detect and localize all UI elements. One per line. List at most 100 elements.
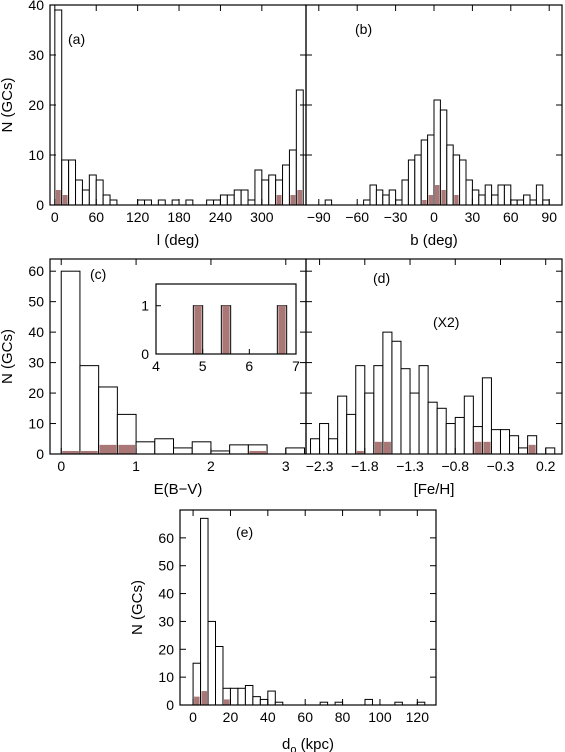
histogram-bar	[373, 365, 384, 455]
histogram-highlight-bar	[194, 696, 200, 705]
histogram-bar	[268, 174, 277, 206]
histogram-highlight-bar	[383, 441, 391, 454]
x-tick-label: 60	[88, 209, 104, 225]
x-tick-label: 100	[368, 709, 392, 725]
panel-label: (b)	[355, 21, 372, 37]
inset-x-tick-label: 6	[245, 358, 253, 374]
histogram-bar	[471, 189, 480, 206]
y-axis-label: N (GCs)	[0, 78, 16, 133]
histogram-bar	[95, 179, 104, 206]
inset-highlight-bar	[278, 305, 286, 354]
histogram-bar	[109, 199, 118, 206]
histogram-bar	[244, 685, 254, 706]
x-tick-label: −2.3	[306, 458, 334, 474]
plot-frame	[305, 258, 563, 455]
histogram-highlight-bar	[249, 450, 267, 454]
histogram-bar	[237, 687, 246, 706]
y-tick-label: 0	[166, 697, 174, 713]
histogram-highlight-bar	[223, 699, 230, 705]
histogram-bar	[233, 189, 242, 206]
histogram-bar	[219, 194, 228, 206]
panel-e: 0 20 40 60 80 100 120 0 10 20 30 40 50 60 (e) do (kpc) N…	[129, 509, 437, 752]
y-axis-label: N (GCs)	[129, 580, 146, 635]
histogram-highlight-bar	[454, 195, 459, 205]
histogram-bar	[213, 199, 221, 206]
panel-label: (e)	[236, 524, 253, 540]
y-tick-label: 20	[158, 641, 174, 657]
histogram-bar	[60, 270, 81, 455]
histogram-bar	[191, 441, 212, 455]
histogram-bar	[54, 9, 63, 206]
histogram-bar	[282, 164, 290, 206]
y-tick-label: 10	[28, 416, 44, 432]
y-tick-label: 40	[158, 586, 174, 602]
y-tick-label: 30	[158, 613, 174, 629]
histogram-bar	[465, 179, 473, 206]
histogram-bar	[295, 89, 304, 206]
histogram-highlight-bar	[528, 444, 536, 454]
histogram-bar	[207, 620, 217, 706]
histogram-highlight-bar	[276, 195, 282, 205]
histogram-highlight-bar	[428, 195, 433, 205]
histogram-bar	[529, 199, 537, 206]
panel-annotation: (X2)	[433, 314, 459, 330]
histogram-bar	[319, 423, 330, 455]
histogram-bar	[510, 199, 518, 206]
histogram-bar	[154, 438, 175, 455]
histogram-bar	[254, 169, 263, 206]
inset-frame	[155, 283, 297, 355]
x-tick-label: −30	[384, 209, 408, 225]
histogram-highlight-bar	[483, 441, 491, 454]
x-axis-label: do (kpc)	[282, 736, 334, 752]
inset-plot: 4 5 6 7 0 1	[141, 283, 300, 374]
histogram-bar	[185, 199, 194, 206]
histogram-bar	[364, 392, 375, 455]
panel-label: (c)	[90, 266, 106, 282]
histogram-bar	[478, 194, 486, 206]
histogram-highlight-bar	[374, 441, 382, 454]
histogram-bar	[102, 194, 111, 206]
histogram-bar	[247, 199, 256, 206]
histogram-bar	[463, 395, 474, 455]
histogram-bar	[484, 184, 493, 206]
histogram-bar	[240, 189, 249, 206]
x-tick-label: −90	[307, 209, 331, 225]
histogram-bar	[137, 199, 146, 206]
histogram-bar	[445, 423, 456, 455]
histogram-bar	[200, 517, 209, 706]
panel-label: (a)	[68, 31, 85, 47]
histogram-highlight-bar	[290, 195, 296, 205]
x-tick-label: 120	[406, 709, 430, 725]
histogram-highlight-bar	[118, 444, 136, 454]
histogram-bar	[503, 184, 512, 206]
x-tick-label: 80	[335, 709, 351, 725]
x-axis-label-unit: (kpc)	[296, 736, 334, 752]
histogram-highlight-bar	[297, 190, 303, 205]
x-tick-label: 0	[430, 209, 438, 225]
histogram-bar	[418, 365, 429, 455]
panel-a: 0 60 120 180 240 300 0 10 20 30 40 (a) l (deg) N (GCs…	[0, 0, 307, 249]
histogram-bar	[542, 199, 550, 206]
histogram-bar	[261, 179, 270, 206]
histogram-bar	[355, 365, 366, 455]
histogram-bar	[267, 690, 276, 706]
histogram-bar	[98, 386, 118, 455]
inset-x-tick-label: 5	[199, 358, 207, 374]
y-tick-label: 10	[28, 147, 44, 163]
histogram-highlight-bar	[99, 444, 117, 454]
histogram-bar	[229, 444, 249, 455]
histogram-bar	[427, 401, 438, 455]
x-axis-label-subscript: o	[290, 744, 296, 752]
histogram-bar	[446, 144, 454, 206]
x-tick-label: −1.8	[351, 458, 379, 474]
x-tick-label: 0	[57, 458, 65, 474]
histogram-bar	[382, 331, 393, 455]
x-tick-label: 60	[503, 209, 519, 225]
y-tick-label: 0	[36, 446, 44, 462]
x-tick-label: 2	[207, 458, 215, 474]
histogram-highlight-bar	[62, 195, 68, 205]
histogram-bar	[346, 413, 357, 455]
histogram-bar	[363, 199, 371, 206]
histogram-bar	[364, 698, 373, 706]
histogram-highlight-bar	[435, 185, 440, 205]
